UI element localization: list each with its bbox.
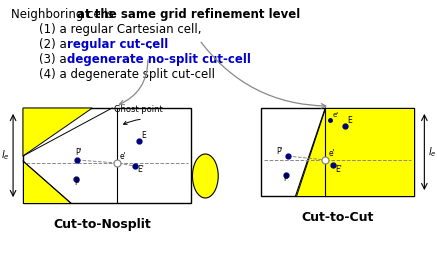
Text: $l_e$: $l_e$	[1, 149, 10, 162]
Bar	[261, 108, 414, 196]
Bar	[23, 108, 191, 203]
Text: regular cut-cell: regular cut-cell	[66, 38, 168, 51]
Polygon shape	[23, 108, 92, 156]
Text: E': E'	[335, 165, 342, 174]
FancyArrowPatch shape	[124, 119, 140, 124]
Text: $l_e$: $l_e$	[428, 145, 437, 159]
Text: (3) a: (3) a	[39, 53, 70, 66]
Text: E: E	[347, 116, 352, 125]
Text: E': E'	[137, 165, 144, 174]
Text: E: E	[141, 131, 146, 140]
Text: Ghost point: Ghost point	[114, 105, 162, 114]
Text: e': e'	[332, 112, 338, 118]
Text: Cut-to-Cut: Cut-to-Cut	[302, 211, 374, 224]
Text: Neighboring cells: Neighboring cells	[11, 8, 118, 21]
Text: e': e'	[328, 149, 335, 158]
Text: (2) a: (2) a	[39, 38, 70, 51]
Text: degenerate no-split cut-cell: degenerate no-split cut-cell	[66, 53, 250, 66]
Text: (1) a regular Cartesian cell,: (1) a regular Cartesian cell,	[39, 23, 201, 36]
FancyArrowPatch shape	[119, 60, 148, 105]
FancyArrowPatch shape	[201, 42, 326, 108]
Text: ,: ,	[217, 53, 221, 66]
Text: e': e'	[120, 152, 127, 161]
Ellipse shape	[192, 154, 218, 198]
Text: Cut-to-Nosplit: Cut-to-Nosplit	[53, 218, 151, 231]
Text: P': P'	[276, 147, 283, 156]
Text: ,: ,	[148, 38, 152, 51]
Text: P': P'	[76, 148, 82, 157]
Polygon shape	[23, 161, 70, 203]
Text: (4) a degenerate split cut-cell: (4) a degenerate split cut-cell	[39, 68, 215, 81]
Text: P: P	[284, 174, 288, 183]
Polygon shape	[295, 108, 414, 196]
Text: P: P	[75, 178, 79, 187]
Text: at the same grid refinement level: at the same grid refinement level	[77, 8, 301, 21]
